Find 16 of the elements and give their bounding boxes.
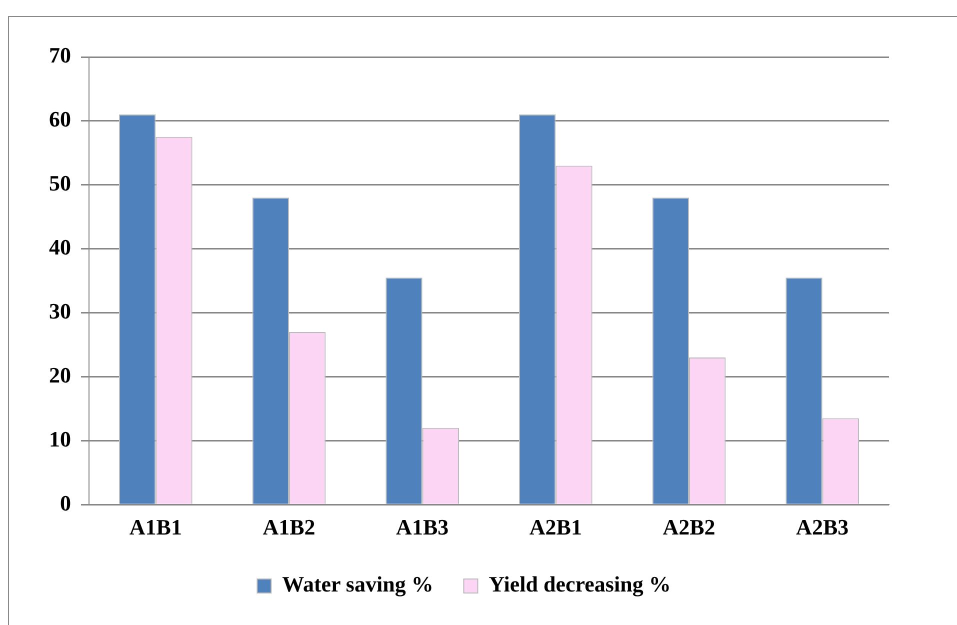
legend-label: Water saving %	[282, 572, 434, 597]
y-tick-label: 0	[60, 490, 71, 516]
x-tick-label: A1B3	[396, 514, 449, 540]
legend-label: Yield decreasing %	[488, 572, 671, 597]
y-tick-label: 40	[49, 234, 71, 260]
y-tick-label: 70	[49, 42, 71, 68]
y-tick-label: 20	[49, 362, 71, 388]
x-tick-label: A2B2	[662, 514, 716, 540]
x-tick-label: A1B2	[262, 514, 316, 540]
y-tick-label: 10	[49, 426, 71, 452]
x-tick-label: A2B3	[796, 514, 849, 540]
x-tick-label: A2B1	[529, 514, 582, 540]
y-tick-label: 30	[49, 298, 71, 324]
x-tick-label: A1B1	[129, 514, 182, 540]
y-tick-label: 50	[49, 170, 71, 196]
y-tick-label: 60	[49, 106, 71, 132]
